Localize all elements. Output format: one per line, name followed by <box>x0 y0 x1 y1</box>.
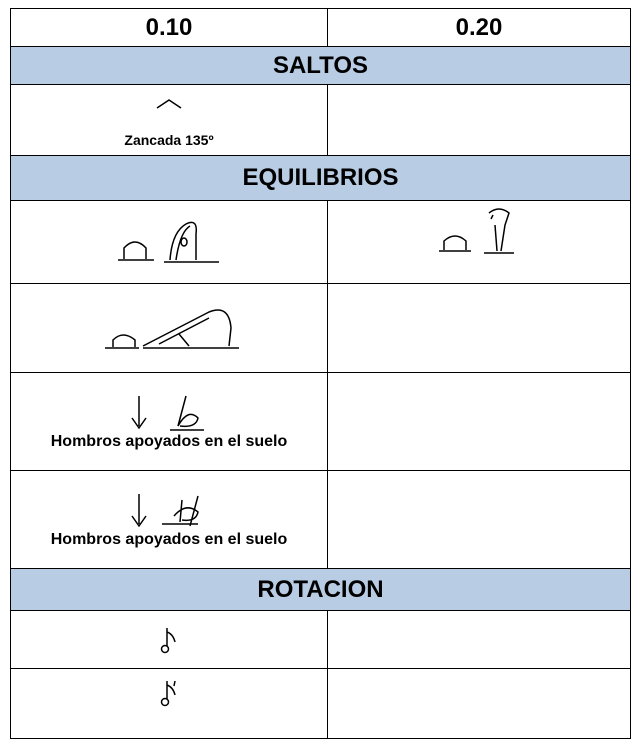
cell <box>327 668 631 739</box>
section-title: ROTACION <box>10 568 631 611</box>
rotation-icon <box>160 680 176 706</box>
cell: Hombros apoyados en el suelo <box>10 372 328 471</box>
row <box>10 283 631 373</box>
row: Hombros apoyados en el suelo <box>10 372 631 471</box>
header-row: 0.10 0.20 <box>10 8 631 47</box>
cell <box>10 283 328 373</box>
elements-table: 0.10 0.20 SALTOS Zancada 135º EQUILIBRIO… <box>10 8 631 739</box>
balance-icon <box>439 208 514 254</box>
header-cell: 0.10 <box>10 8 328 47</box>
header-cell: 0.20 <box>327 8 631 47</box>
section-row: SALTOS <box>10 46 631 85</box>
balance-icon <box>105 309 239 349</box>
cell <box>327 470 631 569</box>
cell: Hombros apoyados en el suelo <box>10 470 328 569</box>
shoulder-icon <box>131 395 204 431</box>
row <box>10 668 631 739</box>
row <box>10 610 631 669</box>
caption: Hombros apoyados en el suelo <box>50 530 288 548</box>
row: Hombros apoyados en el suelo <box>10 470 631 569</box>
row <box>10 200 631 284</box>
cell: Zancada 135º <box>10 84 328 156</box>
caption: Hombros apoyados en el suelo <box>50 432 288 450</box>
cell <box>10 610 328 669</box>
rotation-icon <box>160 627 176 653</box>
cell <box>10 668 328 739</box>
cell <box>327 200 631 284</box>
section-title: EQUILIBRIOS <box>10 155 631 201</box>
section-row: ROTACION <box>10 568 631 611</box>
shoulder-icon <box>131 493 199 527</box>
section-row: EQUILIBRIOS <box>10 155 631 201</box>
cell <box>327 610 631 669</box>
cell <box>10 200 328 284</box>
symbol-icon <box>156 99 182 109</box>
row: Zancada 135º <box>10 84 631 156</box>
section-title: SALTOS <box>10 46 631 85</box>
cell <box>327 283 631 373</box>
cell <box>327 372 631 471</box>
cell <box>327 84 631 156</box>
balance-icon <box>118 221 219 263</box>
caption: Zancada 135º <box>124 132 214 148</box>
